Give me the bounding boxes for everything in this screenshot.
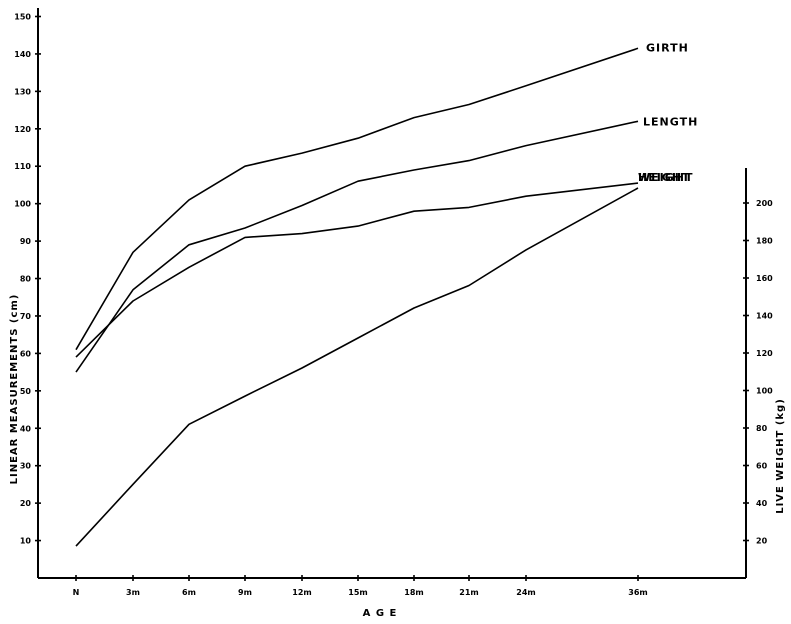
x-tick-label: 24m [516,588,535,597]
x-tick-label: 36m [628,588,647,597]
y2-tick-label: 120 [756,349,773,358]
series-label: HEIGHT [638,171,691,184]
x-tick-label: 6m [182,588,196,597]
y2-tick-label: 80 [756,424,768,433]
y-tick-label: 130 [14,87,31,96]
y2-tick-label: 180 [756,237,773,246]
series-label: LENGTH [643,115,698,128]
series-label: WEIGHT [638,171,693,184]
y-tick-label: 70 [20,312,32,321]
y-tick-label: 100 [14,200,31,209]
x-tick-label: 15m [348,588,367,597]
series-line-height [75,182,639,358]
y-tick-label: 10 [20,537,32,546]
ticks: 10 20 30 40 50 60 70 80 90 100 110 120 130 140 150 20 40… [14,13,773,598]
y-tick-label: 140 [14,50,31,59]
y-tick-label: 30 [20,462,32,471]
y-tick-label: 150 [14,13,31,22]
y2-tick-label: 100 [756,387,773,396]
y-tick-label: 90 [20,237,32,246]
y-tick-label: 20 [20,499,32,508]
y2-tick-label: 200 [756,199,773,208]
y2-tick-label: 160 [756,274,773,283]
x-tick-label: 18m [404,588,423,597]
y-tick-label: 50 [20,387,32,396]
y-tick-label: 80 [20,275,32,284]
x-tick-label: 3m [126,588,140,597]
x-tick-label: N [73,588,80,597]
y-tick-label: 60 [20,349,32,358]
x-tick-label: 9m [238,588,252,597]
x-tick-label: 21m [459,588,478,597]
y2-tick-label: 40 [756,499,768,508]
series-line-girth [75,47,639,351]
y-tick-label: 110 [14,162,31,171]
x-tick-label: 12m [292,588,311,597]
series-lines [75,47,639,547]
y2-tick-label: 20 [756,537,768,546]
y-axis-label: LINEAR MEASUREMENTS (cm) [9,294,20,485]
axes [37,8,747,579]
series-label: GIRTH [646,41,689,54]
y-tick-label: 120 [14,125,31,134]
x-axis-label: A G E [363,608,398,619]
y-tick-label: 40 [20,424,32,433]
y2-tick-label: 60 [756,462,768,471]
series-line-weight [75,187,639,547]
series-line-length [75,120,639,373]
y2-tick-label: 140 [756,312,773,321]
y2-axis-label: LIVE WEIGHT (kg) [775,398,786,514]
